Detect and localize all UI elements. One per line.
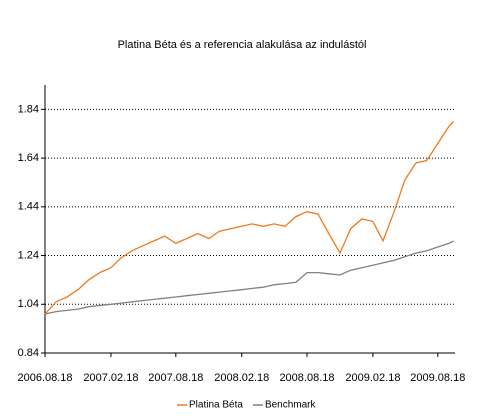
legend-label: Benchmark — [265, 400, 317, 411]
x-tick-label: 2007.08.18 — [148, 372, 203, 384]
x-tick-label: 2009.08.18 — [410, 372, 465, 384]
legend-label: Platina Béta — [189, 400, 243, 411]
y-tick-label: 0.84 — [18, 347, 39, 359]
chart-title: Platina Béta és a referencia alakulása a… — [118, 39, 367, 51]
x-tick-label: 2008.08.18 — [279, 372, 334, 384]
y-tick-label: 1.24 — [18, 249, 39, 261]
x-tick-label: 2006.08.18 — [17, 372, 72, 384]
y-tick-label: 1.84 — [18, 103, 39, 115]
y-tick-label: 1.04 — [18, 298, 39, 310]
x-tick-label: 2007.02.18 — [83, 372, 138, 384]
y-tick-label: 1.64 — [18, 152, 39, 164]
x-tick-label: 2009.02.18 — [345, 372, 400, 384]
y-tick-label: 1.44 — [18, 201, 39, 213]
x-tick-label: 2008.02.18 — [214, 372, 269, 384]
series-line — [44, 240, 454, 315]
series-line — [44, 121, 455, 315]
